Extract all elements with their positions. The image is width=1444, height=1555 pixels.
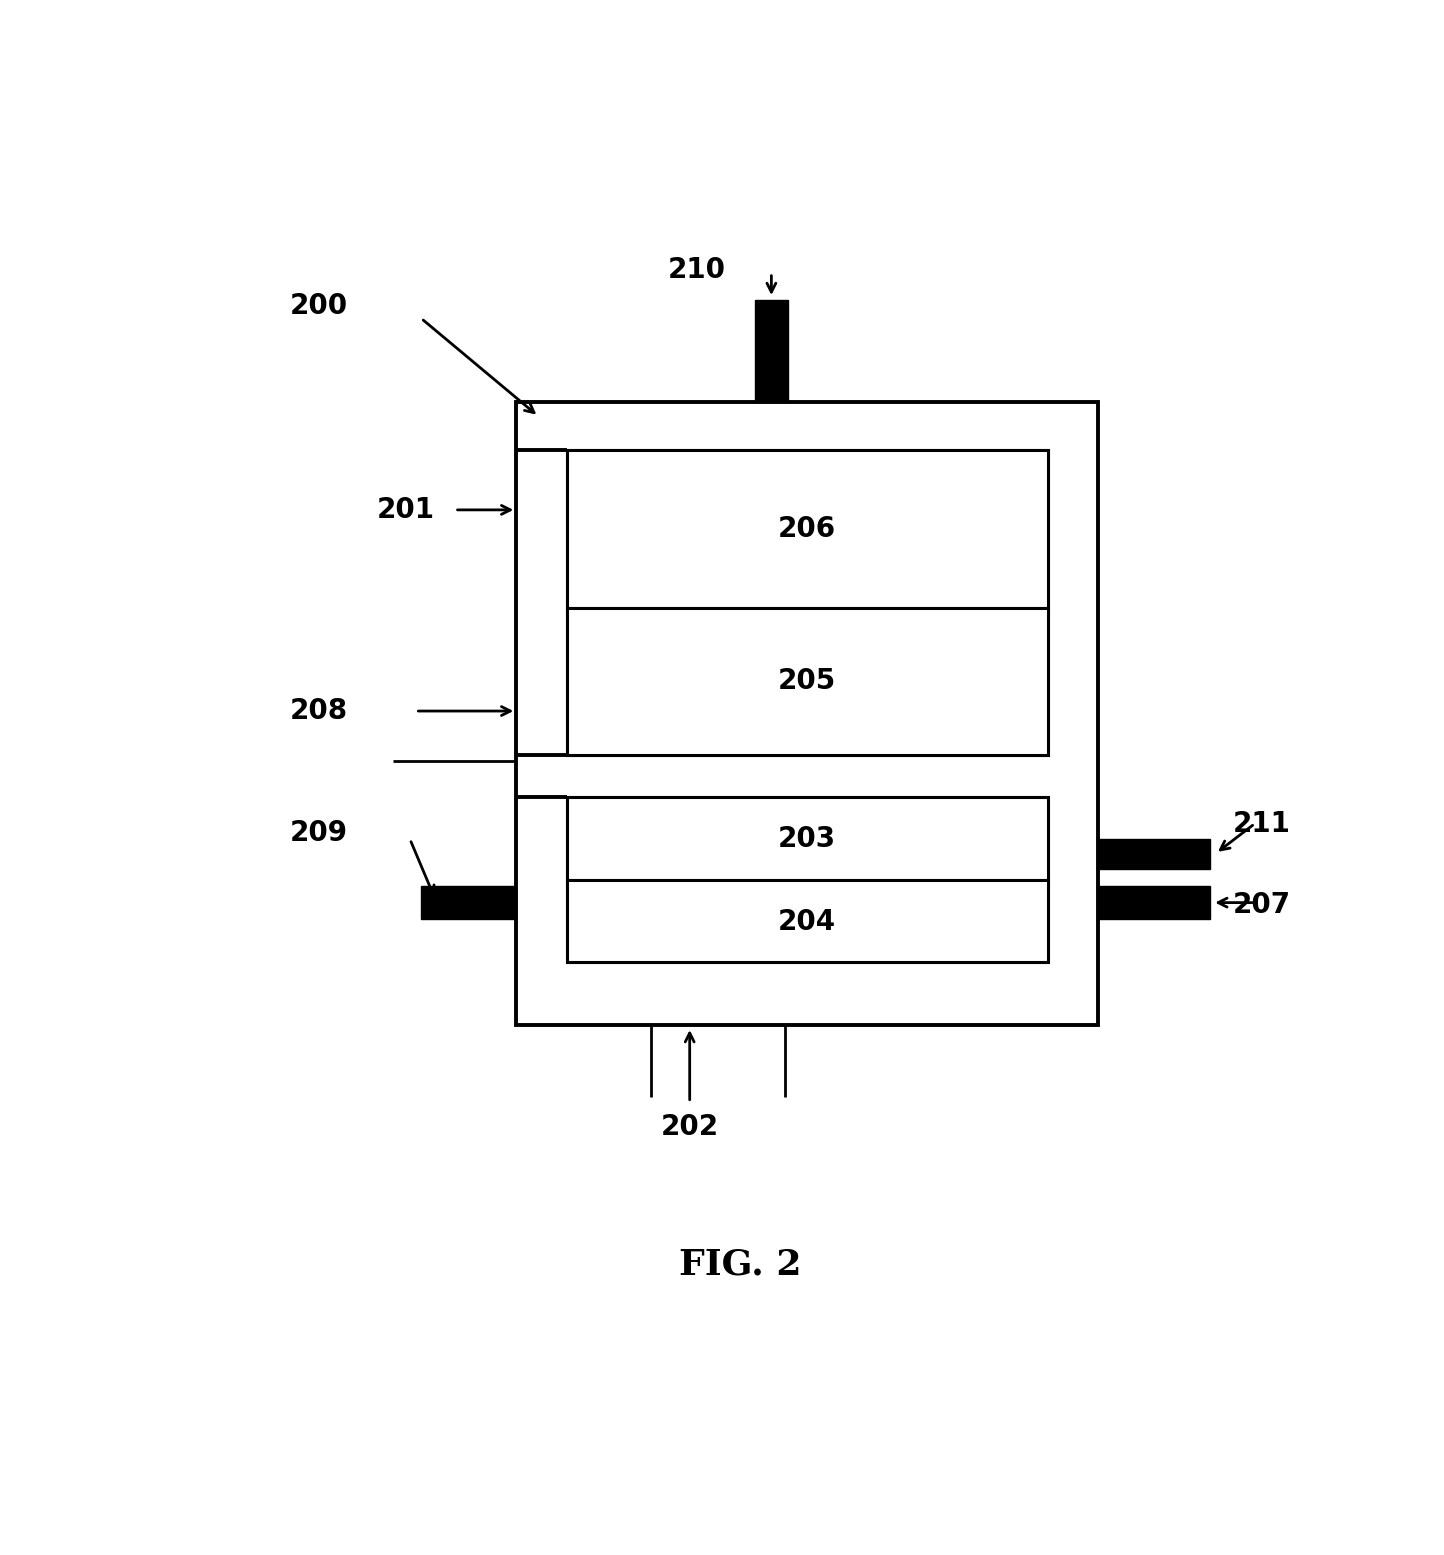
- Text: 206: 206: [778, 515, 836, 543]
- Text: 210: 210: [667, 257, 725, 285]
- Bar: [422, 886, 517, 919]
- Text: FIG. 2: FIG. 2: [679, 1247, 801, 1281]
- Text: 209: 209: [290, 819, 348, 847]
- Text: 208: 208: [290, 697, 348, 725]
- Bar: [566, 798, 1048, 880]
- Bar: [566, 880, 1048, 963]
- Bar: [566, 449, 1048, 608]
- Bar: [566, 798, 1048, 963]
- Text: 211: 211: [1233, 810, 1291, 838]
- Bar: [1099, 840, 1210, 869]
- Bar: [755, 300, 788, 403]
- Text: 203: 203: [778, 826, 836, 854]
- Bar: [1099, 886, 1210, 919]
- Text: 201: 201: [377, 496, 435, 524]
- Text: 200: 200: [290, 292, 348, 320]
- Bar: [566, 608, 1048, 756]
- Text: 207: 207: [1233, 891, 1291, 919]
- Text: 202: 202: [660, 1112, 719, 1140]
- Bar: [517, 403, 1099, 1025]
- Text: 205: 205: [778, 667, 836, 695]
- Bar: [566, 449, 1048, 756]
- Text: 204: 204: [778, 908, 836, 936]
